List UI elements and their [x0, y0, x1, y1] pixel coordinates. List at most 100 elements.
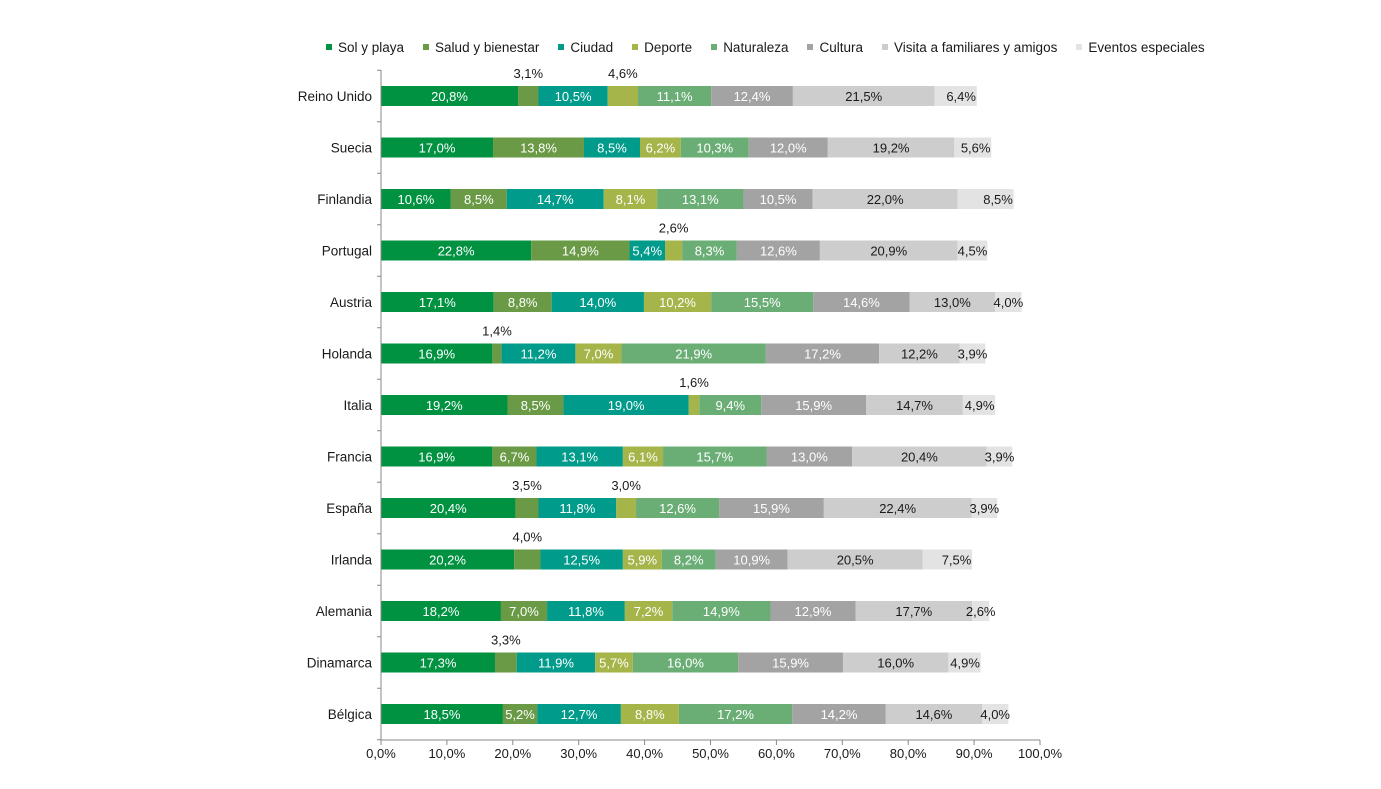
data-label-ciudad-belgica: 12,7% [561, 707, 598, 722]
data-label-naturaleza-alemania: 14,9% [703, 604, 740, 619]
data-label-eventos-especiales-reino-unido: 6,4% [946, 89, 976, 104]
data-label-sol-y-playa-irlanda: 20,2% [429, 553, 466, 568]
bar-eventos-especiales-austria [995, 292, 1022, 312]
bar-deporte-portugal [665, 240, 683, 261]
data-label-cultura-suecia: 12,0% [770, 141, 807, 156]
data-label-eventos-especiales-alemania: 2,6% [966, 604, 996, 619]
x-tick-label: 100,0% [1018, 746, 1063, 761]
x-tick-label: 40,0% [626, 746, 663, 761]
bar-salud-y-bienestar-irlanda [514, 549, 541, 570]
data-label-deporte-austria: 10,2% [659, 295, 696, 310]
data-label-naturaleza-francia: 15,7% [696, 450, 733, 465]
bar-salud-y-bienestar-austria [493, 292, 552, 312]
data-label-visita-a-familiares-y-amigos-italia: 14,7% [896, 398, 933, 413]
bar-salud-y-bienestar-alemania [500, 601, 548, 621]
category-label-belgica: Bélgica [328, 707, 373, 722]
data-label-ciudad-austria: 14,0% [579, 295, 616, 310]
data-label-sol-y-playa-holanda: 16,9% [418, 347, 455, 362]
data-label-visita-a-familiares-y-amigos-finlandia: 22,0% [867, 192, 904, 207]
bar-deporte-italia [688, 395, 700, 415]
bar-sol-y-playa-portugal [381, 240, 532, 261]
bar-visita-a-familiares-y-amigos-francia [852, 446, 987, 467]
data-label-visita-a-familiares-y-amigos-suecia: 19,2% [873, 141, 910, 156]
legend-swatch [882, 44, 889, 50]
bar-cultura-espana [719, 498, 824, 518]
bar-salud-y-bienestar-holanda [492, 343, 502, 364]
bar-sol-y-playa-austria [381, 292, 494, 312]
data-label-salud-y-bienestar-finlandia: 8,5% [464, 192, 494, 207]
bar-salud-y-bienestar-espana [515, 498, 539, 518]
legend-swatch [807, 44, 814, 50]
bar-sol-y-playa-finlandia [381, 189, 451, 209]
bar-eventos-especiales-alemania [972, 601, 990, 621]
bar-ciudad-holanda [501, 343, 576, 364]
data-label-cultura-austria: 14,6% [843, 295, 880, 310]
bar-sol-y-playa-espana [381, 498, 516, 518]
data-label-ciudad-reino-unido: 10,5% [555, 89, 592, 104]
bar-ciudad-italia [563, 395, 689, 415]
legend-item-cultura: Cultura [807, 40, 863, 55]
category-label-suecia: Suecia [331, 141, 373, 156]
data-label-ciudad-espana: 11,8% [559, 501, 595, 516]
data-label-deporte-belgica: 8,8% [635, 707, 665, 722]
data-label-ciudad-finlandia: 14,7% [537, 192, 574, 207]
data-label-sol-y-playa-reino-unido: 20,8% [431, 89, 468, 104]
bar-sol-y-playa-irlanda [381, 549, 515, 570]
data-label-cultura-finlandia: 10,5% [760, 192, 797, 207]
bar-salud-y-bienestar-belgica [502, 704, 538, 724]
data-label-salud-y-bienestar-irlanda: 4,0% [512, 530, 542, 545]
data-label-cultura-belgica: 14,2% [821, 707, 858, 722]
data-label-salud-y-bienestar-italia: 8,5% [521, 398, 551, 413]
bar-ciudad-dinamarca [516, 652, 596, 673]
legend-label: Sol y playa [338, 39, 405, 55]
bar-visita-a-familiares-y-amigos-dinamarca [842, 652, 949, 673]
bar-deporte-holanda [575, 343, 622, 364]
bar-cultura-reino-unido [711, 86, 793, 106]
x-tick-label: 30,0% [560, 746, 597, 761]
data-label-naturaleza-portugal: 8,3% [695, 244, 725, 259]
legend-label: Visita a familiares y amigos [894, 39, 1058, 55]
data-label-eventos-especiales-finlandia: 8,5% [983, 192, 1013, 207]
chart-legend: Sol y playa Salud y bienestar Ciudad Deport… [326, 37, 1224, 57]
data-label-ciudad-portugal: 5,4% [632, 244, 662, 259]
x-tick-label: 80,0% [890, 746, 927, 761]
bar-salud-y-bienestar-dinamarca [495, 652, 517, 673]
data-label-naturaleza-belgica: 17,2% [717, 707, 754, 722]
bar-cultura-francia [766, 446, 853, 467]
category-label-portugal: Portugal [322, 244, 372, 259]
x-tick-label: 70,0% [824, 746, 861, 761]
legend-item-sol-y-playa: Sol y playa [326, 40, 404, 55]
x-tick-label: 0,0% [366, 746, 396, 761]
data-label-visita-a-familiares-y-amigos-belgica: 14,6% [915, 707, 952, 722]
bar-deporte-reino-unido [607, 86, 639, 106]
data-label-cultura-irlanda: 10,9% [733, 553, 770, 568]
category-label-austria: Austria [330, 295, 373, 310]
category-label-francia: Francia [327, 450, 373, 465]
data-label-sol-y-playa-alemania: 18,2% [423, 604, 460, 619]
data-label-cultura-espana: 15,9% [753, 501, 790, 516]
data-label-deporte-dinamarca: 5,7% [599, 656, 629, 671]
data-label-salud-y-bienestar-reino-unido: 3,1% [513, 66, 543, 81]
data-label-naturaleza-reino-unido: 11,1% [657, 89, 693, 104]
data-label-eventos-especiales-suecia: 5,6% [961, 141, 991, 156]
bar-sol-y-playa-dinamarca [381, 652, 496, 673]
data-label-ciudad-italia: 19,0% [608, 398, 645, 413]
bar-ciudad-alemania [547, 601, 625, 621]
legend-swatch [423, 44, 430, 50]
data-label-cultura-dinamarca: 15,9% [772, 656, 809, 671]
bar-naturaleza-espana [636, 498, 720, 518]
data-label-visita-a-familiares-y-amigos-francia: 20,4% [901, 450, 938, 465]
data-label-salud-y-bienestar-espana: 3,5% [512, 478, 542, 493]
data-label-cultura-portugal: 12,6% [760, 244, 797, 259]
legend-label: Deporte [644, 39, 693, 55]
bar-naturaleza-irlanda [661, 549, 716, 570]
data-label-cultura-reino-unido: 12,4% [734, 89, 771, 104]
data-label-eventos-especiales-austria: 4,0% [994, 295, 1024, 310]
data-label-sol-y-playa-austria: 17,1% [419, 295, 456, 310]
data-label-visita-a-familiares-y-amigos-reino-unido: 21,5% [845, 89, 882, 104]
bar-deporte-suecia [639, 137, 681, 158]
category-label-holanda: Holanda [322, 347, 373, 362]
bar-sol-y-playa-belgica [381, 704, 503, 724]
